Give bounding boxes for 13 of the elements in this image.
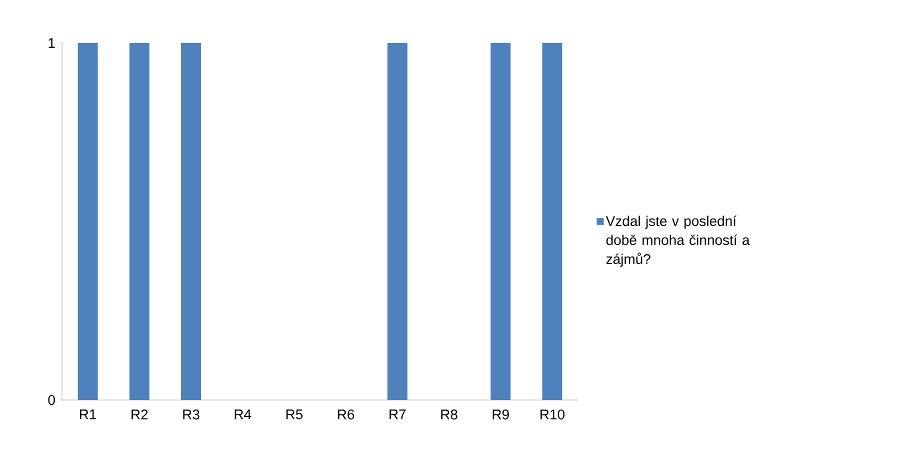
x-tick-label: R4: [234, 410, 252, 420]
y-tick-label: 0: [48, 395, 55, 405]
x-tick-label: R8: [441, 410, 458, 420]
x-tick-label: R10: [540, 410, 565, 420]
x-tick-label: R2: [132, 410, 148, 420]
x-tick-label: R9: [492, 410, 509, 420]
x-tick-label: R6: [338, 410, 354, 420]
legend-label: Vzdal jste v poslední době mnoha činností a zájmů?: [606, 216, 750, 267]
x-tick-label: R3: [183, 410, 200, 420]
y-tick-label: 1: [48, 38, 55, 48]
x-tick-label: R1: [80, 410, 96, 420]
x-tick-label: R7: [390, 410, 406, 420]
x-tick-label: R5: [286, 410, 303, 420]
